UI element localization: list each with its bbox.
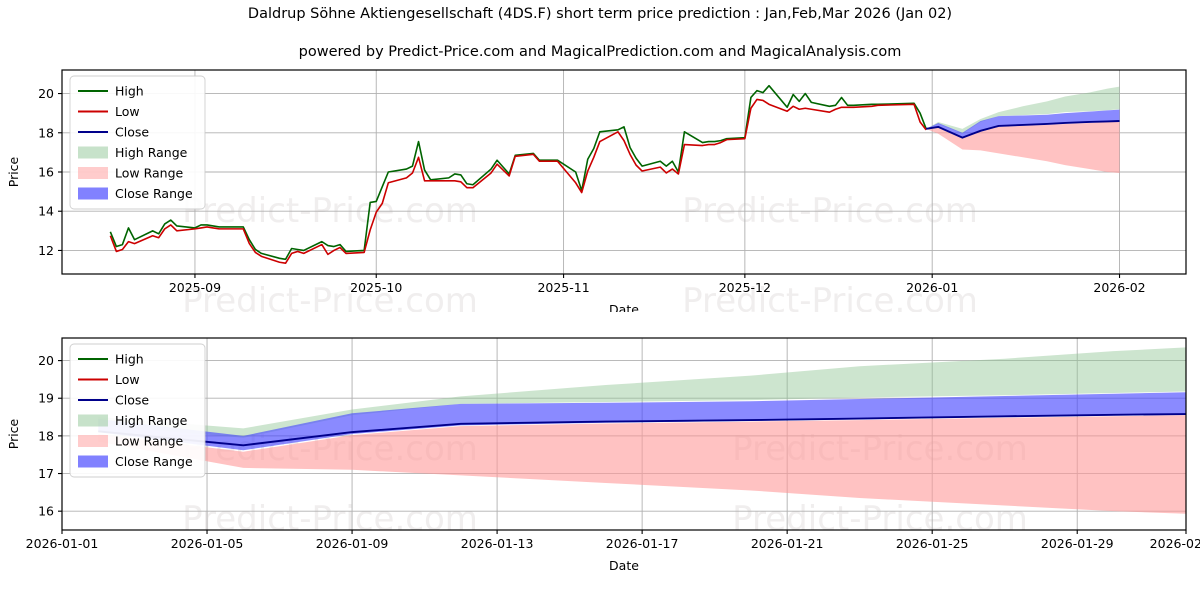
legend-item[interactable]: High <box>78 84 144 99</box>
legend-item-label: High Range <box>115 413 188 428</box>
x-tick-label: 2026-01-09 <box>316 536 389 551</box>
y-axis-label: Price <box>6 418 21 449</box>
x-tick-label: 2026-02 <box>1093 280 1145 295</box>
axis: 12 14 16 18 20 2025-09 2025-10 2025-11 2025-12 20… <box>6 86 1146 312</box>
x-axis-label: Date <box>609 558 639 573</box>
y-tick-label: 16 <box>38 165 54 180</box>
legend-item-label: Close <box>115 125 149 140</box>
x-tick-label: 2025-11 <box>537 280 589 295</box>
x-tick-label: 2025-12 <box>719 280 771 295</box>
legend-item-label: High <box>115 352 144 367</box>
legend-band-swatch <box>78 146 108 159</box>
legend-item[interactable]: High Range <box>78 145 188 160</box>
gridlines <box>62 70 1186 274</box>
legend-band-swatch <box>78 414 108 427</box>
legend-band-swatch <box>78 187 108 200</box>
x-tick-label: 2026-01-17 <box>606 536 679 551</box>
x-tick-label: 2026-01-13 <box>461 536 534 551</box>
x-tick-label: 2026-01 <box>906 280 958 295</box>
watermark-text: Predict-Price.com <box>732 499 1028 539</box>
legend-item[interactable]: Close <box>78 125 149 140</box>
legend-item[interactable]: Close Range <box>78 454 193 469</box>
y-tick-label: 19 <box>38 391 54 406</box>
close-line <box>98 413 1187 447</box>
x-tick-label: 2026-01-05 <box>171 536 244 551</box>
legend-item-label: Close <box>115 393 149 408</box>
x-tick-label: 2025-10 <box>350 280 402 295</box>
x-tick-label: 2026-01-29 <box>1041 536 1114 551</box>
x-tick-label: 2026-01-25 <box>896 536 969 551</box>
low-range-band <box>98 415 1187 514</box>
y-axis-label: Price <box>6 156 21 187</box>
x-tick-label: 2026-01-21 <box>751 536 824 551</box>
legend-item[interactable]: Low <box>78 372 140 387</box>
x-tick-label: 2025-09 <box>169 280 221 295</box>
y-tick-label: 12 <box>38 243 54 258</box>
x-tick-label: 2026-01-01 <box>26 536 99 551</box>
legend-item[interactable]: High Range <box>78 413 188 428</box>
y-tick-label: 16 <box>38 504 54 519</box>
x-axis-label: Date <box>609 302 639 312</box>
legend-band-swatch <box>78 167 108 179</box>
watermark-text: Predict-Price.com <box>182 281 478 312</box>
top-chart-svg: Predict-Price.com Predict-Price.comPredic… <box>6 69 1187 312</box>
legend: High Low Close High Range Low Range Close Ran… <box>69 75 206 210</box>
legend-item[interactable]: Low Range <box>78 166 184 181</box>
top-chart-panel: Predict-Price.com Predict-Price.com Predic… <box>0 62 1200 312</box>
y-tick-label: 14 <box>38 204 54 219</box>
legend-item[interactable]: Low Range <box>78 434 184 449</box>
page-title: Daldrup Söhne Aktiengesellschaft (4DS.F)… <box>247 6 953 22</box>
page-subtitle: powered by Predict-Price.com and Magical… <box>298 44 902 60</box>
legend-item-label: High Range <box>115 145 188 160</box>
legend-band-swatch <box>78 435 108 447</box>
legend-item-label: Close Range <box>115 186 193 201</box>
legend-item-label: Low Range <box>115 166 184 181</box>
legend: High Low Close High Range Low Range Close Ran… <box>69 343 206 478</box>
high-line <box>109 84 927 261</box>
low-range-band <box>926 121 1120 173</box>
low-line <box>109 98 927 265</box>
y-tick-label: 18 <box>38 125 54 140</box>
y-tick-label: 20 <box>38 86 54 101</box>
y-tick-label: 17 <box>38 466 54 481</box>
plot-frame <box>61 337 1187 531</box>
legend-item-label: Low <box>115 104 140 119</box>
high-range-band <box>926 86 1120 134</box>
y-tick-label: 20 <box>38 353 54 368</box>
bottom-chart-svg: Predict-Price.comPredict-Price.comPredic… <box>6 337 1200 573</box>
axis: 16 17 18 19 20 2026-01-01 2026-01-05 2026-01-09… <box>6 353 1200 573</box>
legend-item[interactable]: Close Range <box>78 186 193 201</box>
legend-item-label: Close Range <box>115 454 193 469</box>
legend-item[interactable]: High <box>78 352 144 367</box>
legend-item-label: Low <box>115 372 140 387</box>
bottom-chart-panel: Predict-Price.comPredict-Price.comPredic… <box>0 330 1200 600</box>
close-line <box>925 120 1120 139</box>
x-tick-label: 2026-02-01 <box>1150 536 1200 551</box>
legend-item[interactable]: Low <box>78 104 140 119</box>
legend-item-label: High <box>115 84 144 99</box>
y-tick-label: 18 <box>38 428 54 443</box>
watermark-text: Predict-Price.com <box>682 281 978 312</box>
legend-item-label: Low Range <box>115 434 184 449</box>
legend-band-swatch <box>78 455 108 468</box>
legend-item[interactable]: Close <box>78 393 149 408</box>
watermark-text: Predict-Price.com <box>182 499 478 539</box>
high-range-band <box>98 347 1187 438</box>
